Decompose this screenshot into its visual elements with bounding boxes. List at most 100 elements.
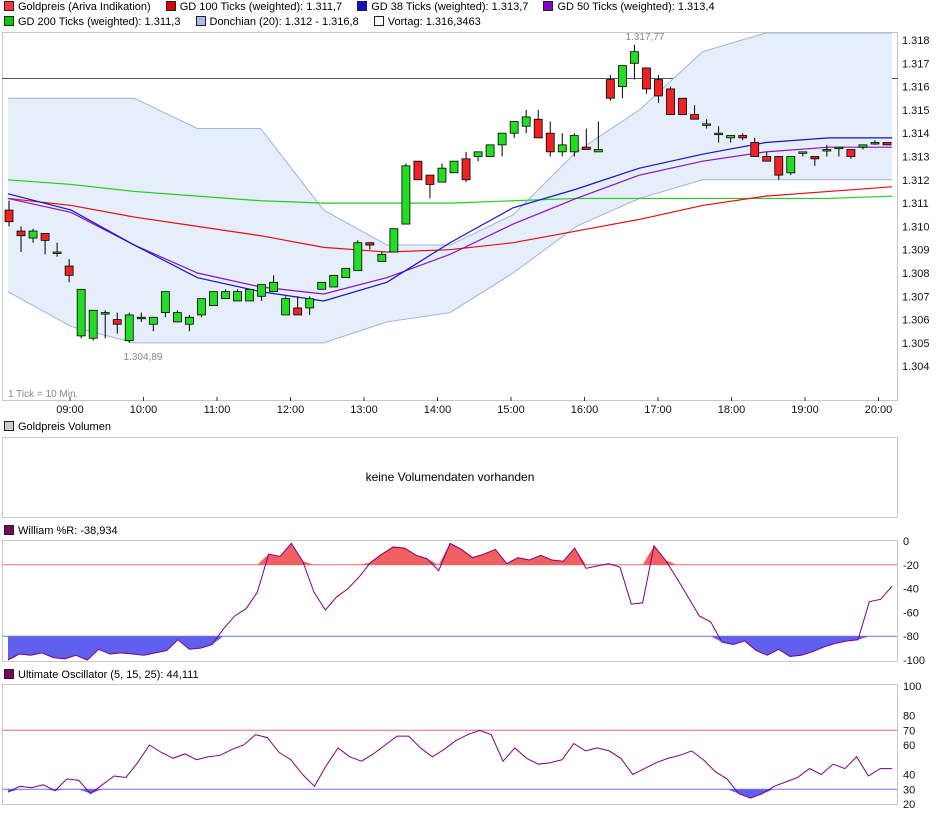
price-x-tick: 12:00	[277, 404, 305, 416]
legend-item-vortag: Vortag: 1.316,3463	[373, 16, 481, 28]
gd200-line	[7, 179, 893, 204]
candle-body	[100, 312, 110, 315]
candle-body	[136, 316, 146, 320]
price-y-tick: 1.307	[902, 291, 930, 303]
candle-body	[40, 232, 50, 241]
candle-body	[401, 165, 411, 225]
legend-item-donchian: Donchian (20): 1.312 - 1.316,8	[195, 16, 359, 28]
candle-body	[810, 156, 820, 160]
williams-y-tick: -20	[903, 560, 919, 572]
candle-body	[545, 132, 555, 153]
candle-body	[846, 149, 856, 157]
candle-body	[858, 144, 868, 148]
uo-y-tick: 20	[903, 799, 915, 811]
candle-body	[437, 167, 447, 183]
candle-body	[786, 156, 796, 174]
legend-swatch-gd38	[357, 1, 368, 11]
candle-body	[185, 316, 194, 325]
candle-body	[365, 242, 375, 246]
legend-swatch-gd100	[165, 1, 176, 11]
legend-label-vortag: Vortag: 1.316,3463	[387, 16, 481, 28]
candle-body	[521, 116, 531, 127]
williams-y-tick: -60	[903, 607, 919, 619]
uo-title-text: Ultimate Oscillator (5, 15, 25): 44,111	[18, 669, 199, 681]
legend-item-gd200: GD 200 Ticks (weighted): 1.311,3	[4, 16, 180, 28]
price-y-tick: 1.318	[902, 35, 930, 47]
price-y-tick: 1.314	[902, 128, 930, 140]
candle-body	[52, 251, 62, 254]
legend-item-gd50: GD 50 Ticks (weighted): 1.313,4	[543, 1, 715, 13]
tick-note: 1 Tick = 10 Min.	[8, 389, 78, 400]
candle-body	[389, 228, 399, 253]
uo-y-tick: 30	[903, 784, 915, 796]
candle-body	[581, 146, 591, 150]
price-x-tick: 17:00	[644, 404, 672, 416]
gd38-line	[7, 137, 892, 302]
legend-row-2: GD 200 Ticks (weighted): 1.311,3 Donchia…	[4, 16, 493, 30]
candle-body	[124, 314, 134, 341]
price-x-tick: 10:00	[130, 404, 158, 416]
price-y-tick: 1.312	[902, 175, 930, 187]
price-x-tick: 11:00	[204, 404, 231, 416]
price-y-tick: 1.308	[902, 268, 930, 280]
candle-body	[485, 144, 495, 157]
candle-body	[245, 288, 254, 302]
legend-item-gd100: GD 100 Ticks (weighted): 1.311,7	[165, 1, 342, 13]
legend-swatch-goldpreis	[4, 1, 14, 11]
candle-body	[293, 307, 303, 316]
candle-body	[341, 267, 351, 279]
price-y-tick: 1.310	[902, 221, 930, 233]
high-label: 1.317,77	[626, 32, 665, 43]
candle-body	[377, 253, 387, 262]
candle-body	[160, 291, 170, 314]
candle-body	[425, 174, 435, 185]
candle-body	[593, 149, 603, 153]
uo-y-tick: 100	[903, 681, 921, 693]
price-y-tick: 1.305	[902, 338, 930, 350]
candle-body	[882, 142, 892, 146]
candle-body	[305, 298, 315, 309]
price-y-tick: 1.313	[902, 152, 930, 164]
candle-body	[473, 151, 483, 157]
williams-line	[7, 542, 893, 661]
uo-oversold-fill	[8, 789, 892, 799]
price-y-tick: 1.316	[902, 82, 930, 94]
williams-overbought-fill	[8, 543, 892, 565]
candle-body	[702, 123, 711, 126]
legend-swatch-gd50	[543, 1, 554, 11]
legend-label-donchian: Donchian (20): 1.312 - 1.316,8	[209, 16, 359, 28]
price-x-tick: 16:00	[571, 404, 599, 416]
candle-body	[413, 160, 423, 181]
candle-body	[112, 319, 122, 325]
candle-body	[762, 156, 772, 162]
candle-body	[678, 97, 687, 115]
williams-y-tick: -80	[903, 631, 919, 643]
uo-swatch	[4, 669, 14, 679]
candle-body	[64, 265, 74, 276]
legend-row-1: Goldpreis (Ariva Indikation) GD 100 Tick…	[4, 1, 727, 15]
candle-body	[221, 291, 230, 300]
candle-body	[738, 135, 748, 139]
price-x-tick: 14:00	[424, 404, 452, 416]
candle-body	[317, 281, 327, 290]
uo-panel-title: Ultimate Oscillator (5, 15, 25): 44,111	[4, 669, 199, 681]
gd100-line	[7, 186, 893, 253]
price-y-tick: 1.309	[902, 245, 930, 257]
candle-body	[209, 291, 218, 307]
candle-body	[822, 149, 832, 152]
legend-label-gd50: GD 50 Ticks (weighted): 1.313,4	[557, 1, 715, 13]
candle-body	[605, 79, 615, 99]
candle-body	[269, 281, 279, 293]
price-x-tick: 18:00	[718, 404, 746, 416]
williams-y-tick: -40	[903, 584, 919, 596]
volume-swatch	[4, 421, 14, 431]
price-y-tick: 1.317	[902, 58, 930, 70]
legend-label-gd200: GD 200 Ticks (weighted): 1.311,3	[18, 16, 181, 28]
donchian-upper-line	[8, 32, 892, 246]
candle-body	[76, 288, 86, 337]
volume-title-text: Goldpreis Volumen	[18, 421, 111, 433]
williams-y-tick: 0	[903, 536, 909, 548]
legend-label-gd38: GD 38 Ticks (weighted): 1.313,7	[371, 1, 529, 13]
candle-body	[654, 79, 663, 97]
